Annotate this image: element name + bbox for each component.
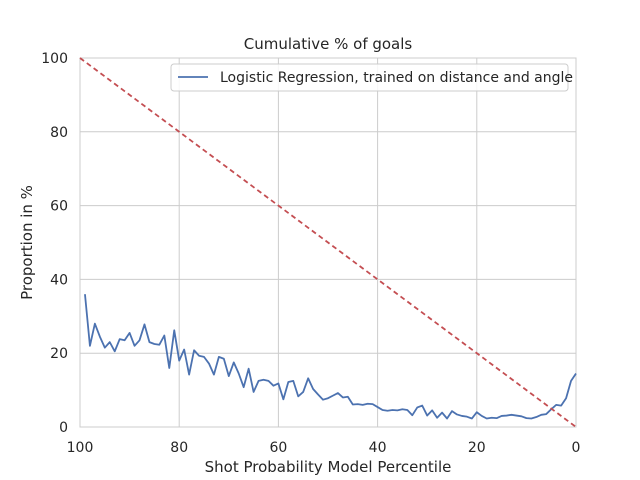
y-tick-label: 100 xyxy=(41,51,68,67)
legend-entry-label: Logistic Regression, trained on distance… xyxy=(220,70,573,86)
y-tick-label: 60 xyxy=(50,199,68,215)
y-axis-label: Proportion in % xyxy=(18,185,36,300)
y-tick-labels: 0 20 40 60 80 100 xyxy=(41,51,68,436)
x-tick-label: 20 xyxy=(468,440,486,456)
x-tick-label: 80 xyxy=(170,440,188,456)
x-tick-label: 40 xyxy=(369,440,387,456)
x-tick-labels: 100 80 60 40 20 0 xyxy=(67,440,581,456)
y-tick-label: 20 xyxy=(50,346,68,362)
y-tick-label: 40 xyxy=(50,272,68,288)
baseline-dashed-line xyxy=(79,57,577,428)
legend: Logistic Regression, trained on distance… xyxy=(170,63,573,92)
y-tick-label: 80 xyxy=(50,125,68,141)
x-tick-label: 100 xyxy=(67,440,94,456)
grid xyxy=(79,57,577,428)
x-tick-label: 0 xyxy=(572,440,581,456)
x-axis-label: Shot Probability Model Percentile xyxy=(205,458,452,476)
plot-area xyxy=(79,57,577,428)
series-layer xyxy=(79,57,577,428)
legend-box xyxy=(170,63,569,92)
x-tick-label: 60 xyxy=(269,440,287,456)
axes-frame xyxy=(79,57,577,428)
series-line-logistic-regression xyxy=(84,294,577,420)
y-tick-label: 0 xyxy=(59,420,68,436)
chart-title: Cumulative % of goals xyxy=(244,35,413,53)
